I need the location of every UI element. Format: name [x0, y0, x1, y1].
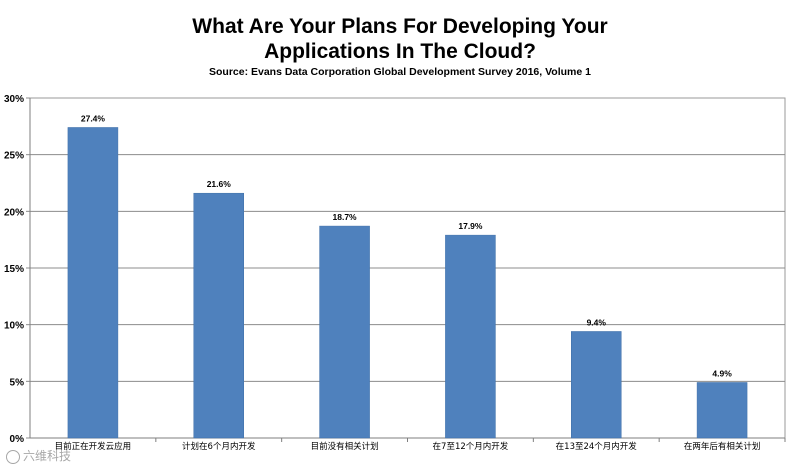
data-label-5: 9.4% [587, 317, 607, 327]
bar-1 [67, 127, 119, 439]
y-tick-label-30: 30% [4, 94, 24, 105]
watermark-logo-icon [6, 449, 20, 464]
y-tick-label-25: 25% [4, 151, 24, 162]
chart-subtitle: Source: Evans Data Corporation Global De… [208, 66, 591, 78]
data-label-3: 18.7% [333, 212, 358, 222]
y-tick-label-5: 5% [10, 377, 25, 388]
chart-title-line-1: What Are Your Plans For Developing Your [192, 15, 608, 38]
data-label-2: 21.6% [207, 179, 232, 189]
x-category-label-2: 计划在6个月内开发 [182, 441, 256, 452]
bar-2 [193, 192, 244, 439]
chart-title-line-2: Applications In The Cloud? [264, 40, 536, 63]
x-category-label-5: 在13至24个月内开发 [556, 441, 638, 452]
data-label-4: 17.9% [458, 221, 483, 231]
y-tick-label-0: 0% [10, 434, 25, 445]
data-label-6: 4.9% [712, 368, 732, 378]
watermark: 六维科技 [6, 447, 71, 464]
x-category-label-3: 目前没有相关计划 [311, 441, 379, 452]
data-label-1: 27.4% [81, 113, 106, 123]
y-tick-label-20: 20% [4, 207, 24, 218]
y-tick-label-10: 10% [4, 321, 24, 332]
bar-4 [445, 234, 496, 439]
x-category-label-6: 在两年后有相关计划 [684, 441, 761, 452]
bar-6 [696, 382, 748, 439]
bar-3 [319, 225, 370, 439]
x-category-label-1: 目前正在开发云应用 [55, 441, 132, 452]
bar-5 [571, 331, 622, 439]
x-category-label-4: 在7至12个月内开发 [433, 441, 509, 452]
watermark-text: 六维科技 [23, 449, 72, 463]
y-tick-label-15: 15% [4, 264, 24, 275]
